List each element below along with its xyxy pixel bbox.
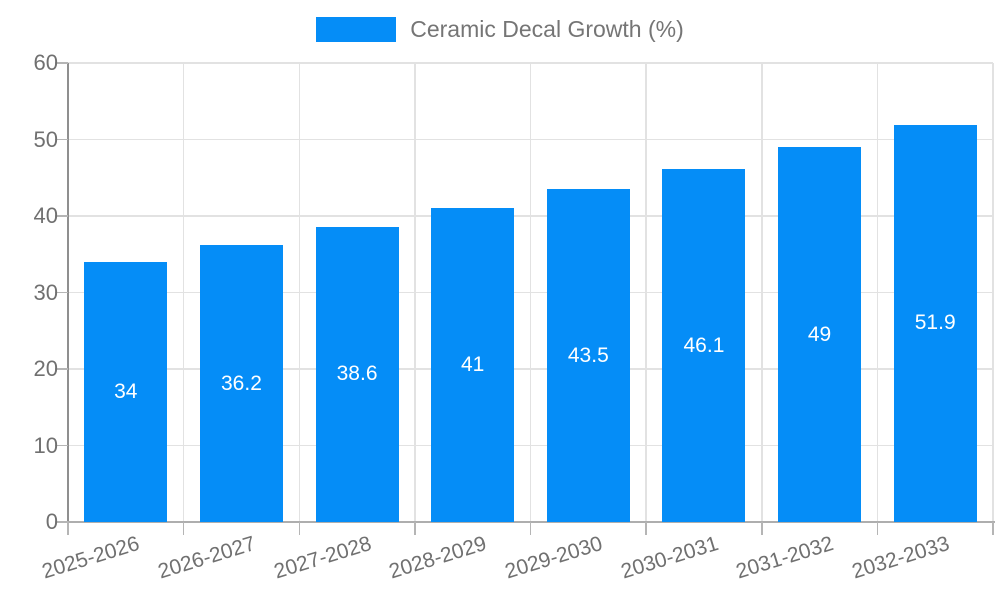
x-tick-mark xyxy=(414,522,416,535)
x-tick-label: 2025-2026 xyxy=(39,532,143,584)
y-tick-label: 50 xyxy=(33,126,58,152)
y-tick-mark xyxy=(55,521,68,523)
bar-value-label: 41 xyxy=(461,353,485,377)
legend: Ceramic Decal Growth (%) xyxy=(0,17,1000,42)
y-tick-mark xyxy=(55,444,68,447)
y-tick-label: 10 xyxy=(33,432,58,458)
x-tick-mark xyxy=(992,522,994,535)
bar[interactable]: 49 xyxy=(778,147,862,522)
x-tick-mark xyxy=(876,522,879,535)
bar-value-label: 49 xyxy=(807,322,832,346)
bar-value-label: 46.1 xyxy=(683,333,725,357)
x-tick-mark xyxy=(182,522,185,535)
y-tick-label: 20 xyxy=(33,356,58,381)
v-gridline xyxy=(645,63,647,522)
y-tick-mark xyxy=(55,215,68,217)
bar[interactable]: 41 xyxy=(431,208,515,522)
v-gridline xyxy=(992,63,994,522)
y-tick-mark xyxy=(55,62,68,64)
x-tick-mark xyxy=(645,522,647,535)
y-tick-mark xyxy=(55,291,68,294)
bar-value-label: 36.2 xyxy=(221,371,262,395)
x-tick-label: 2029-2030 xyxy=(502,532,606,584)
v-gridline xyxy=(529,63,532,522)
v-gridline xyxy=(761,63,763,522)
y-tick-mark xyxy=(55,368,68,370)
y-tick-label: 60 xyxy=(33,50,58,75)
y-tick-label: 30 xyxy=(33,279,58,305)
y-tick-label: 0 xyxy=(45,509,58,534)
x-tick-mark xyxy=(67,522,69,535)
bar[interactable]: 46.1 xyxy=(662,169,746,522)
bar[interactable]: 34 xyxy=(84,261,168,522)
bar[interactable]: 51.9 xyxy=(893,124,977,522)
bar[interactable]: 38.6 xyxy=(315,226,399,522)
v-gridline xyxy=(414,63,416,522)
bar[interactable]: 36.2 xyxy=(199,245,283,522)
x-axis-line xyxy=(68,521,995,523)
x-tick-label: 2032-2033 xyxy=(849,532,952,584)
x-tick-mark xyxy=(529,522,532,535)
y-axis-line xyxy=(67,63,69,522)
bar-value-label: 34 xyxy=(114,379,138,403)
x-tick-label: 2026-2027 xyxy=(155,532,259,584)
legend-label: Ceramic Decal Growth (%) xyxy=(410,16,684,42)
x-tick-label: 2028-2029 xyxy=(386,532,490,584)
bar-value-label: 51.9 xyxy=(914,311,956,335)
bar-value-label: 38.6 xyxy=(336,362,378,386)
x-tick-mark xyxy=(761,522,763,535)
x-tick-label: 2027-2028 xyxy=(271,532,374,584)
v-gridline xyxy=(876,63,879,522)
y-tick-label: 40 xyxy=(33,203,58,228)
bar[interactable]: 43.5 xyxy=(546,189,630,522)
x-tick-mark xyxy=(298,522,300,535)
v-gridline xyxy=(298,63,300,522)
y-tick-mark xyxy=(55,138,68,141)
x-tick-label: 2031-2032 xyxy=(733,532,837,584)
x-tick-label: 2030-2031 xyxy=(617,532,721,584)
legend-swatch[interactable] xyxy=(316,17,397,42)
v-gridline xyxy=(182,63,185,522)
bar-value-label: 43.5 xyxy=(567,343,609,367)
